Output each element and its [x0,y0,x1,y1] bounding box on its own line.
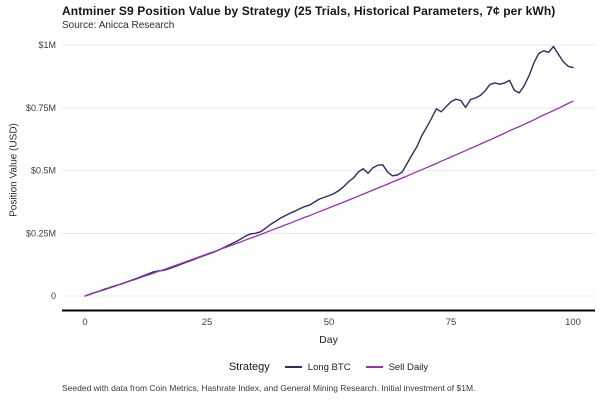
chart-subtitle: Source: Anicca Research [62,20,175,31]
sell-daily-line-swatch [365,366,383,368]
y-tick-label: $0.25M [26,228,56,238]
x-tick-label: 75 [446,317,457,328]
long-btc-line-swatch [284,366,302,368]
chart-title: Antminer S9 Position Value by Strategy (… [62,4,556,18]
x-tick-label: 100 [565,317,581,328]
x-tick-label: 0 [82,317,87,328]
x-tick-label: 25 [202,317,213,328]
legend-label-sell-daily: Sell Daily [388,361,429,373]
x-axis-title: Day [319,334,338,346]
x-tick-label: 50 [324,317,335,328]
y-tick-label: 0 [51,291,56,301]
y-tick-label: $1M [38,40,56,50]
legend: Strategy Long BTC Sell Daily [62,359,595,375]
series-line-long-btc [84,45,574,297]
legend-item-long-btc: Long BTC [284,361,351,373]
series-line-sell-daily [84,100,574,297]
legend-label-long-btc: Long BTC [307,361,351,373]
legend-title: Strategy [228,361,270,373]
footnote: Seeded with data from Coin Metrics, Hash… [62,383,476,393]
legend-item-sell-daily: Sell Daily [365,361,429,373]
y-tick-label: $0.5M [31,166,56,176]
y-tick-label: $0.75M [26,103,56,113]
